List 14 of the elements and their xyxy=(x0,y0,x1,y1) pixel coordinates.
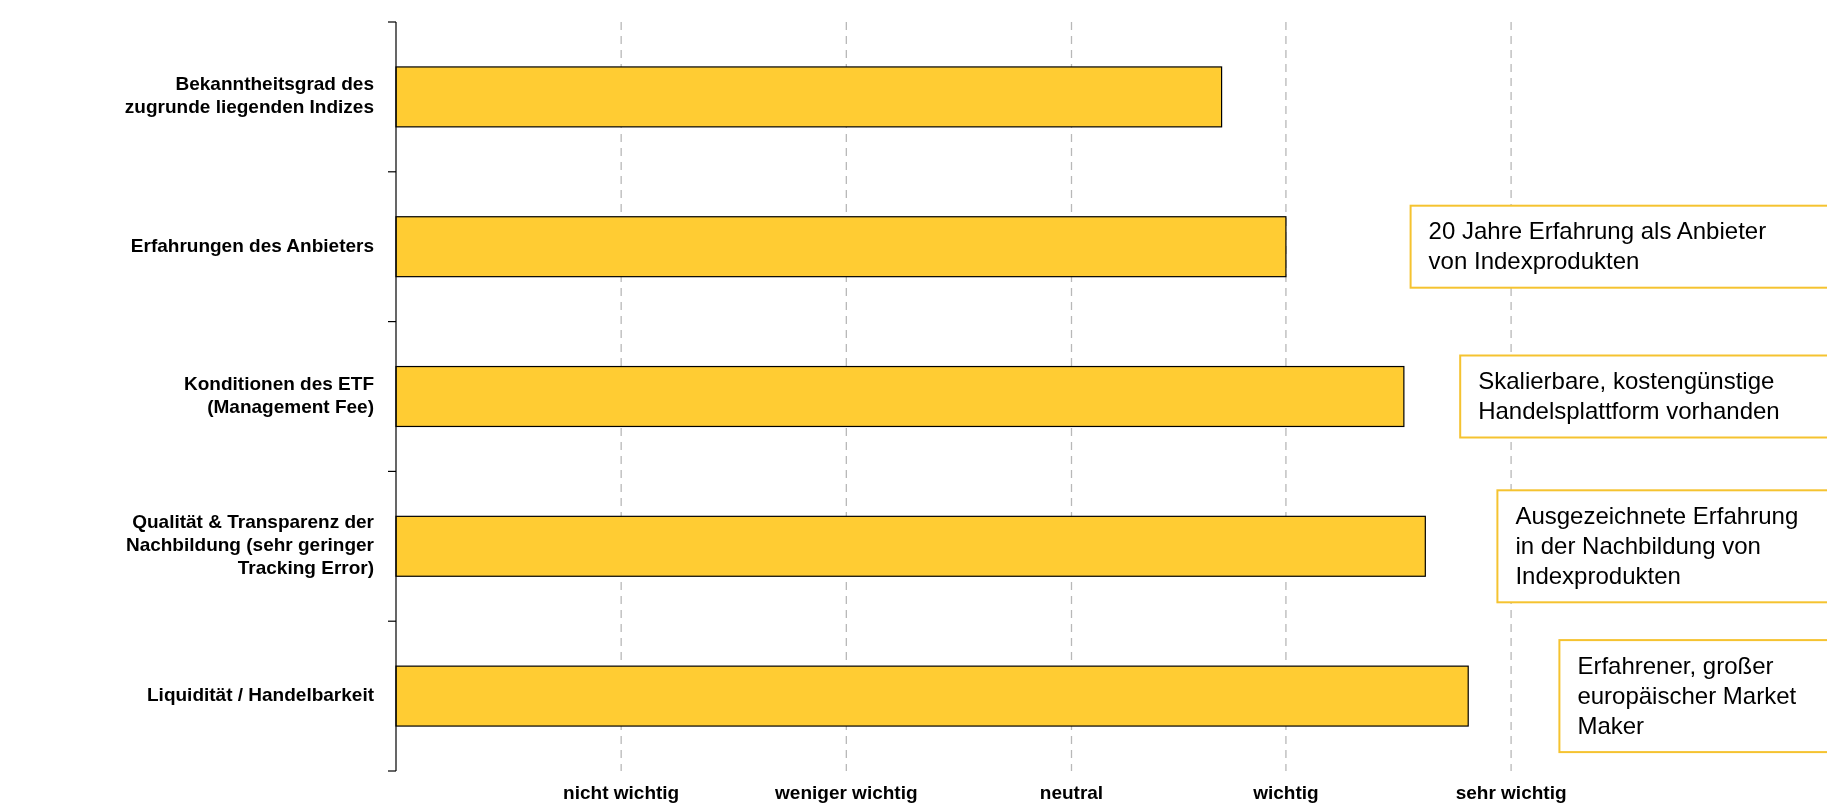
ref-line-label: nicht wichtig xyxy=(563,782,680,803)
text: Skalierbare, kostengünstige Handelsplattform vorhanden xyxy=(1478,367,1780,424)
y-tick-label: Erfahrungen des Anbieters xyxy=(130,234,374,256)
annotation: 20 Jahre Erfahrung als Anbieter von Indexprodukten xyxy=(1428,217,1767,275)
ref-line-label: neutral xyxy=(1039,782,1104,803)
text: Erfahrener, großer europäischer Market Maker xyxy=(1577,651,1797,739)
y-tick-label: Qualität & Transparenz der Nachbildung (sehr geringer Tracking Error) xyxy=(125,511,375,579)
y-tick-label: Konditionen des ETF (Management Fee) xyxy=(184,373,374,418)
ref-line-label: wichtig xyxy=(1252,782,1319,803)
text: Ausgezeichnete Erfahrung in der Nachbildung von Indexprodukten xyxy=(1515,501,1799,589)
ref-line-label: weniger wichtig xyxy=(774,782,918,803)
ref-line-label: sehr wichtig xyxy=(1455,782,1567,803)
y-tick-label: Bekanntheitsgrad des zugrunde liegenden Indizes xyxy=(124,73,374,118)
y-tick-label: Liquidität / Handelbarkeit xyxy=(147,684,375,706)
